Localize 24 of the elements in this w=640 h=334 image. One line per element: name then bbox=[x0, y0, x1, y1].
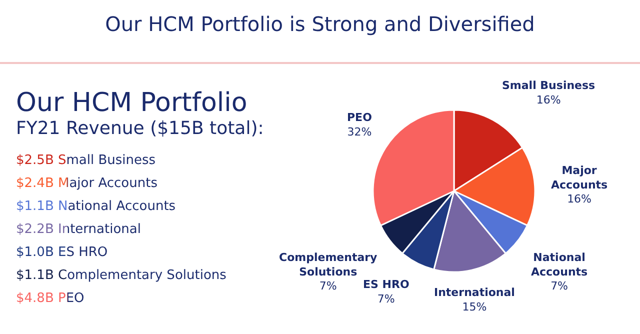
slice-label: ES HRO bbox=[363, 278, 410, 291]
text: $4.8B PEO bbox=[16, 291, 84, 306]
text: $1.1B Complementary Solutions bbox=[16, 268, 226, 283]
text: $2.4B Major Accounts bbox=[16, 176, 158, 191]
text: $2.5B Small Business bbox=[16, 153, 156, 168]
data-label: 15% bbox=[462, 300, 487, 314]
data-label: 16% bbox=[567, 192, 592, 206]
data-label: 7% bbox=[377, 292, 395, 306]
text: $1.0B ES HRO bbox=[16, 245, 108, 260]
data-label: 7% bbox=[550, 280, 568, 293]
text: $2.2B International bbox=[16, 222, 141, 237]
chart-title: Our HCM Portfolio is Strong and Diversified bbox=[104, 12, 536, 36]
text: FY21 Revenue ($15B total): bbox=[16, 118, 265, 139]
slice-label: National Accounts bbox=[531, 251, 588, 278]
slice-label: Small Business bbox=[502, 79, 596, 92]
text: $1.1B National Accounts bbox=[16, 199, 176, 214]
data-label: 7% bbox=[319, 280, 337, 293]
slice-label: International bbox=[434, 286, 515, 299]
slice-label: Major Accounts bbox=[551, 164, 608, 192]
slice-label: Complementary Solutions bbox=[279, 251, 378, 278]
data-label: 32% bbox=[347, 125, 372, 138]
chart-subtitle: Our HCM Portfolio bbox=[16, 88, 248, 118]
slice-label: PEO bbox=[347, 111, 372, 124]
data-label: 16% bbox=[536, 93, 561, 106]
